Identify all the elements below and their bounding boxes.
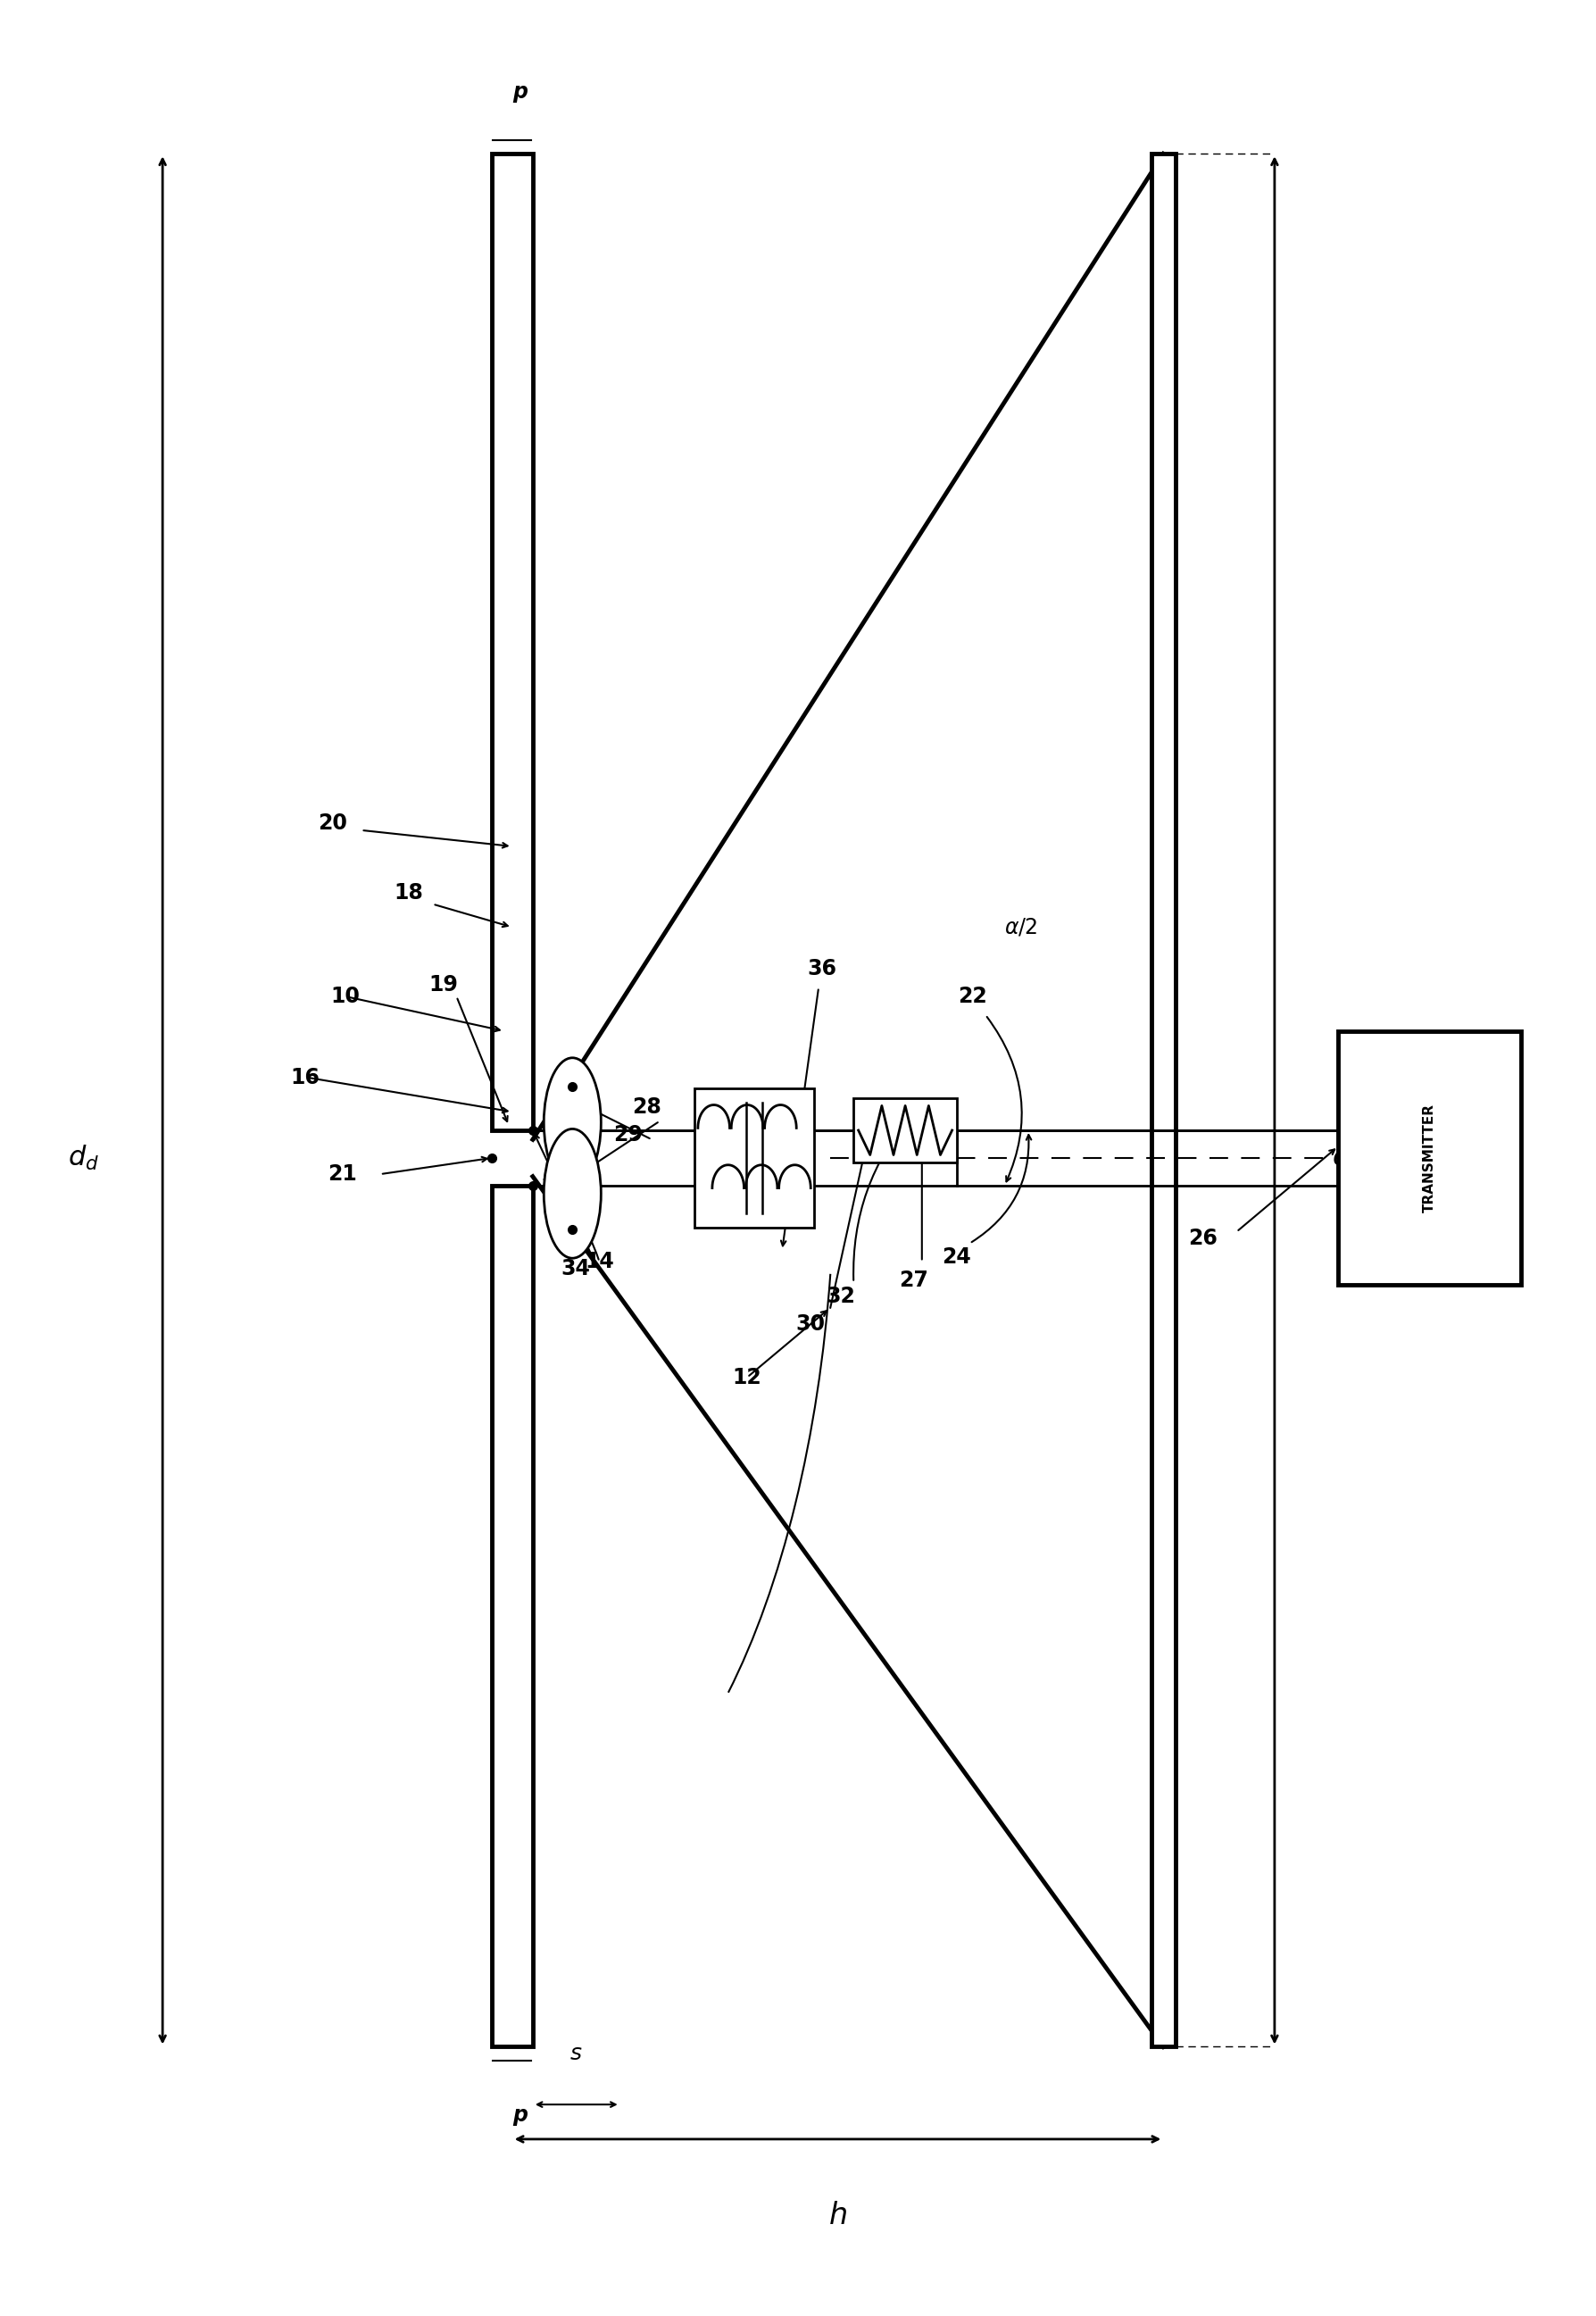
Text: $\alpha/2$: $\alpha/2$: [1004, 917, 1037, 938]
Text: 20: 20: [318, 813, 348, 834]
Text: 10: 10: [330, 987, 361, 1007]
Text: 12: 12: [733, 1366, 761, 1387]
Ellipse shape: [544, 1128, 602, 1258]
Text: 27: 27: [899, 1269, 929, 1290]
Text: 14: 14: [584, 1251, 614, 1271]
Text: 24: 24: [942, 1246, 972, 1267]
Text: 16: 16: [290, 1065, 321, 1089]
Text: $d_c$: $d_c$: [1331, 1144, 1361, 1172]
Bar: [854, 1098, 958, 1163]
Text: 29: 29: [613, 1123, 643, 1146]
Bar: [1337, 1031, 1521, 1285]
Text: 34: 34: [560, 1258, 591, 1278]
Text: 19: 19: [429, 975, 458, 996]
Text: $d_d$: $d_d$: [67, 1144, 99, 1172]
Text: 30: 30: [796, 1313, 825, 1334]
Text: 22: 22: [958, 987, 988, 1007]
Bar: [492, 1186, 533, 2047]
Text: 40: 40: [749, 1123, 777, 1146]
Text: 28: 28: [632, 1095, 662, 1119]
Bar: [1151, 153, 1175, 2047]
Text: 21: 21: [327, 1163, 356, 1186]
Text: $h$: $h$: [828, 2200, 847, 2230]
Ellipse shape: [544, 1058, 602, 1188]
Text: 32: 32: [827, 1285, 855, 1306]
Bar: [492, 153, 533, 1130]
Text: FIG. 1: FIG. 1: [1396, 1214, 1486, 1239]
Text: p: p: [512, 81, 528, 102]
Text: TRANSMITTER: TRANSMITTER: [1422, 1102, 1436, 1214]
Bar: [694, 1089, 814, 1227]
Text: 26: 26: [1189, 1227, 1218, 1251]
Text: 18: 18: [394, 882, 423, 903]
Text: p: p: [512, 2105, 528, 2126]
Text: 36: 36: [808, 959, 836, 980]
Text: $s$: $s$: [570, 2043, 583, 2064]
